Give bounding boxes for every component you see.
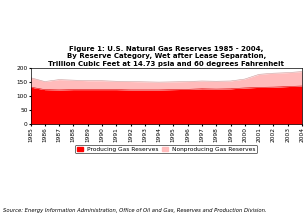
Legend: Producing Gas Reserves, Nonproducing Gas Reserves: Producing Gas Reserves, Nonproducing Gas… [75, 145, 257, 153]
Title: Figure 1: U.S. Natural Gas Reserves 1985 - 2004,
By Reserve Category, Wet after : Figure 1: U.S. Natural Gas Reserves 1985… [48, 46, 284, 67]
Text: Source: Energy Information Administration, Office of Oil and Gas, Reserves and P: Source: Energy Information Administratio… [3, 208, 267, 213]
